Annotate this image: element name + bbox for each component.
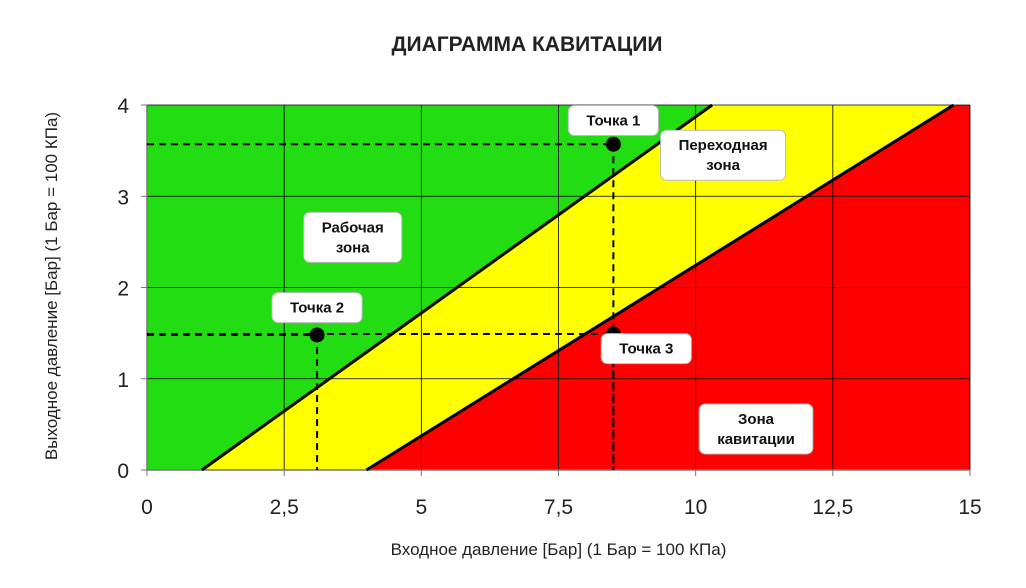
x-axis-label: Входное давление [Бар] (1 Бар = 100 КПа) [390,540,727,559]
point-label-3-text-1: Точка 3 [619,341,673,358]
zone-label-1-text-1: Рабочая [322,219,384,236]
point-label-1-text-1: Точка 1 [586,113,640,130]
zone-boundary-2 [365,103,955,472]
point-1-marker [605,136,621,152]
y-tick-label-3: 3 [117,186,129,209]
point-label-3: Точка 3 [600,333,692,365]
zone-label-1: Рабочая зона [303,211,403,263]
zone-label-3-text-2: кавитации [717,431,795,448]
x-tick-label-1: 2,5 [270,496,299,519]
point-label-2-text-1: Точка 2 [290,300,344,317]
zone-label-1-box [303,211,403,263]
y-axis-label: Выходное давление [Бар] (1 Бар = 100 КПа… [42,111,61,461]
x-tick-label-6: 15 [958,496,981,519]
zone-label-2-text-1: Переходная [679,137,768,154]
x-tick-label-4: 10 [684,496,707,519]
zone-label-2: Переходная зона [660,129,787,181]
zone-label-1-text-2: зона [336,239,370,256]
y-tick-label-2: 2 [117,278,129,301]
zone-label-2-box [660,129,787,181]
zone-label-3: Зона кавитации [698,403,814,455]
zone-label-3-text-1: Зона [738,411,775,428]
point-label-3-box [600,333,692,365]
zone-label-3-box [698,403,814,455]
point-label-1: Точка 1 [567,105,659,137]
y-tick-label-0: 0 [117,460,129,483]
labels-layer: Рабочая зона Переходная зона Зона кавитации То… [271,105,814,455]
y-tick-label-1: 1 [117,369,129,392]
chart-title: ДИАГРАММА КАВИТАЦИИ [391,33,663,56]
x-tick-label-5: 12,5 [812,496,853,519]
boundaries-layer [200,103,955,472]
grid-layer [146,104,971,471]
ticks-layer: 0 2,5 5 7,5 10 12,5 15 0 1 2 3 4 [117,95,981,519]
point-label-2-box [271,292,363,324]
points-layer [147,136,621,470]
x-tick-label-0: 0 [141,496,153,519]
y-tick-label-4: 4 [117,95,129,118]
zone-boundary-1 [200,103,713,472]
zone-label-2-text-2: зона [706,157,740,174]
x-tick-label-2: 5 [415,496,427,519]
point-label-1-box [567,105,659,137]
axes-layer [141,104,971,476]
x-tick-label-3: 7,5 [544,496,573,519]
point-label-2: Точка 2 [271,292,363,324]
